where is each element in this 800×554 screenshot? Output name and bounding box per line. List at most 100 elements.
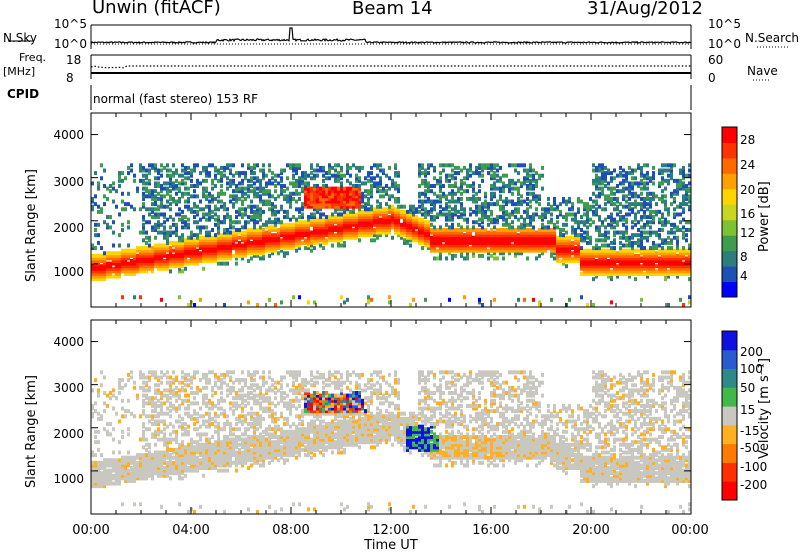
power-cell — [682, 209, 685, 214]
power-cell — [349, 227, 352, 232]
power-cell — [634, 248, 637, 253]
power-cell — [280, 230, 283, 235]
power-cell — [652, 264, 655, 269]
power-cell — [172, 199, 175, 204]
power-cell — [445, 243, 448, 248]
velocity-cell — [190, 455, 193, 460]
power-cell — [214, 165, 217, 170]
power-cell — [514, 215, 517, 220]
power-cell — [151, 191, 154, 196]
velocity-cell — [142, 468, 145, 473]
power-cell — [268, 191, 271, 196]
velocity-cell — [166, 450, 169, 455]
power-cell — [199, 253, 202, 258]
power-cell — [406, 222, 409, 227]
power-cell — [637, 184, 640, 189]
power-cell — [676, 253, 679, 258]
power-cell — [127, 243, 130, 248]
power-cell — [610, 271, 613, 276]
power-cell — [256, 204, 259, 209]
power-cell — [229, 171, 232, 176]
power-cell — [463, 165, 466, 170]
power-cell — [121, 256, 124, 261]
power-cell — [154, 225, 157, 230]
power-cell — [169, 194, 172, 199]
power-cell — [493, 246, 496, 251]
power-cell — [301, 207, 304, 212]
power-cell — [118, 261, 121, 266]
power-cell — [679, 266, 682, 271]
velocity-cell — [205, 450, 208, 455]
velocity-cell — [193, 411, 196, 416]
power-cell — [631, 233, 634, 238]
power-cell — [166, 243, 169, 248]
velocity-cell — [127, 468, 130, 473]
velocity-cell — [166, 468, 169, 473]
power-cell — [157, 181, 160, 186]
velocity-cell — [91, 406, 94, 411]
power-cell — [610, 217, 613, 222]
velocity-cell — [127, 432, 130, 437]
power-cell — [640, 207, 643, 212]
power-cell — [517, 186, 520, 191]
power-cell — [352, 191, 355, 196]
power-cell — [274, 212, 277, 217]
power-cell — [451, 225, 454, 230]
power-cell — [424, 222, 427, 227]
power-cell — [388, 230, 391, 235]
power-cell — [265, 220, 268, 225]
power-cell — [631, 251, 634, 256]
velocity-cell — [172, 391, 175, 396]
power-cell — [184, 251, 187, 256]
power-cell — [622, 189, 625, 194]
power-cell — [517, 209, 520, 214]
power-cell — [373, 176, 376, 181]
power-cell — [211, 251, 214, 256]
power-cell — [100, 246, 103, 251]
power-cell — [640, 178, 643, 183]
power-cell — [214, 251, 217, 256]
power-cell — [640, 246, 643, 251]
power-cell — [574, 251, 577, 256]
power-cell — [487, 207, 490, 212]
power-cell — [484, 191, 487, 196]
power-cell — [280, 248, 283, 253]
power-cell — [313, 246, 316, 251]
power-cell — [670, 248, 673, 253]
power-cell — [589, 238, 592, 243]
power-cell — [130, 248, 133, 253]
power-cell — [670, 238, 673, 243]
power-cell — [268, 178, 271, 183]
power-cell — [655, 230, 658, 235]
power-cell — [676, 246, 679, 251]
power-cell — [598, 271, 601, 276]
power-cell — [682, 199, 685, 204]
power-cell — [376, 233, 379, 238]
power-cell — [181, 181, 184, 186]
velocity-cell — [205, 380, 208, 385]
power-cell — [592, 259, 595, 264]
power-cell — [283, 222, 286, 227]
power-cell — [430, 209, 433, 214]
power-cell — [241, 230, 244, 235]
power-cell — [514, 233, 517, 238]
power-cell — [478, 297, 481, 302]
power-cell — [475, 246, 478, 251]
power-cell — [154, 163, 157, 168]
power-cell — [610, 196, 613, 201]
power-cell — [475, 233, 478, 238]
power-cell — [367, 300, 370, 305]
power-cell — [523, 222, 526, 227]
power-cell — [511, 209, 514, 214]
velocity-cell — [202, 445, 205, 450]
power-cell — [670, 171, 673, 176]
power-cell — [181, 243, 184, 248]
power-cell — [385, 191, 388, 196]
power-cell — [367, 220, 370, 225]
power-cell — [664, 178, 667, 183]
power-cell — [667, 181, 670, 186]
power-cell — [283, 238, 286, 243]
power-cell — [469, 196, 472, 201]
power-cell — [280, 240, 283, 245]
power-cell — [544, 240, 547, 245]
